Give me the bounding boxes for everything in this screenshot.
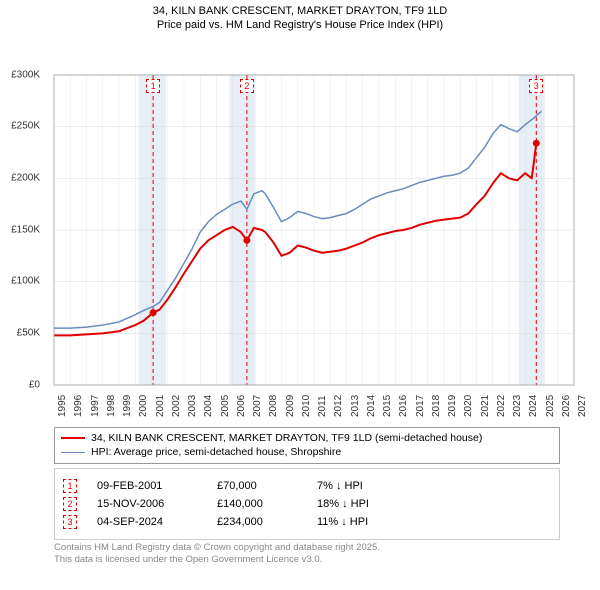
legend-swatch xyxy=(61,452,85,453)
x-tick-label: 2018 xyxy=(431,394,442,416)
legend-row: HPI: Average price, semi-detached house,… xyxy=(61,445,553,460)
sale-price: £70,000 xyxy=(217,480,297,492)
sale-delta: 11% ↓ HPI xyxy=(317,516,397,528)
x-tick-label: 2008 xyxy=(268,394,279,416)
sale-price: £140,000 xyxy=(217,498,297,510)
x-tick-label: 1996 xyxy=(73,394,84,416)
x-tick-label: 2010 xyxy=(301,394,312,416)
y-tick-label: £50K xyxy=(0,327,40,338)
sale-marker-2: 2 xyxy=(240,79,254,93)
sale-marker-1: 1 xyxy=(146,79,160,93)
sale-date: 09-FEB-2001 xyxy=(97,480,197,492)
y-tick-label: £300K xyxy=(0,69,40,80)
title-line2: Price paid vs. HM Land Registry's House … xyxy=(0,18,600,32)
x-tick-label: 2000 xyxy=(138,394,149,416)
y-tick-label: £0 xyxy=(0,379,40,390)
x-tick-label: 2027 xyxy=(577,394,588,416)
sale-delta: 18% ↓ HPI xyxy=(317,498,397,510)
legend-swatch xyxy=(61,437,85,439)
x-tick-label: 2002 xyxy=(171,394,182,416)
x-tick-label: 1997 xyxy=(90,394,101,416)
attribution-footer: Contains HM Land Registry data © Crown c… xyxy=(54,542,560,567)
y-tick-label: £200K xyxy=(0,172,40,183)
x-tick-label: 2001 xyxy=(155,394,166,416)
x-tick-label: 2026 xyxy=(561,394,572,416)
x-tick-label: 2004 xyxy=(203,394,214,416)
footer-line1: Contains HM Land Registry data © Crown c… xyxy=(54,542,560,554)
x-tick-label: 2015 xyxy=(382,394,393,416)
x-tick-label: 1998 xyxy=(106,394,117,416)
x-tick-label: 2006 xyxy=(236,394,247,416)
x-tick-label: 2020 xyxy=(463,394,474,416)
chart-svg xyxy=(0,35,600,425)
sale-date: 04-SEP-2024 xyxy=(97,516,197,528)
x-tick-label: 2021 xyxy=(480,394,491,416)
chart-title: 34, KILN BANK CRESCENT, MARKET DRAYTON, … xyxy=(0,0,600,35)
x-tick-label: 2023 xyxy=(512,394,523,416)
y-tick-label: £100K xyxy=(0,276,40,287)
legend: 34, KILN BANK CRESCENT, MARKET DRAYTON, … xyxy=(54,427,560,464)
sale-marker-icon: 3 xyxy=(63,515,77,529)
y-tick-label: £250K xyxy=(0,121,40,132)
x-tick-label: 2011 xyxy=(317,395,328,417)
sale-marker-icon: 1 xyxy=(63,479,77,493)
x-tick-label: 1999 xyxy=(122,394,133,416)
x-tick-label: 2024 xyxy=(528,394,539,416)
sale-row: 1 09-FEB-2001 £70,000 7% ↓ HPI xyxy=(63,479,551,493)
title-line1: 34, KILN BANK CRESCENT, MARKET DRAYTON, … xyxy=(0,4,600,18)
x-tick-label: 2007 xyxy=(252,394,263,416)
legend-label: HPI: Average price, semi-detached house,… xyxy=(91,445,341,460)
x-tick-label: 2022 xyxy=(496,394,507,416)
legend-row: 34, KILN BANK CRESCENT, MARKET DRAYTON, … xyxy=(61,431,553,446)
x-tick-label: 2025 xyxy=(545,394,556,416)
x-tick-label: 2016 xyxy=(398,394,409,416)
x-tick-label: 1995 xyxy=(57,394,68,416)
y-tick-label: £150K xyxy=(0,224,40,235)
x-tick-label: 2013 xyxy=(350,394,361,416)
sale-delta: 7% ↓ HPI xyxy=(317,480,397,492)
x-tick-label: 2005 xyxy=(220,394,231,416)
sales-table: 1 09-FEB-2001 £70,000 7% ↓ HPI 2 15-NOV-2006 £… xyxy=(54,468,560,540)
chart-area: £0 £50K £100K £150K £200K £250K £300K 1995 1996… xyxy=(0,35,600,425)
sale-marker-3: 3 xyxy=(529,79,543,93)
sale-price: £234,000 xyxy=(217,516,297,528)
legend-label: 34, KILN BANK CRESCENT, MARKET DRAYTON, … xyxy=(91,431,482,446)
x-tick-label: 2019 xyxy=(447,394,458,416)
x-tick-label: 2003 xyxy=(187,394,198,416)
sale-row: 2 15-NOV-2006 £140,000 18% ↓ HPI xyxy=(63,497,551,511)
x-tick-label: 2012 xyxy=(333,394,344,416)
sale-date: 15-NOV-2006 xyxy=(97,498,197,510)
x-tick-label: 2009 xyxy=(285,394,296,416)
x-tick-label: 2014 xyxy=(366,394,377,416)
sale-marker-icon: 2 xyxy=(63,497,77,511)
x-tick-label: 2017 xyxy=(415,394,426,416)
footer-line2: This data is licensed under the Open Gov… xyxy=(54,554,560,566)
sale-row: 3 04-SEP-2024 £234,000 11% ↓ HPI xyxy=(63,515,551,529)
